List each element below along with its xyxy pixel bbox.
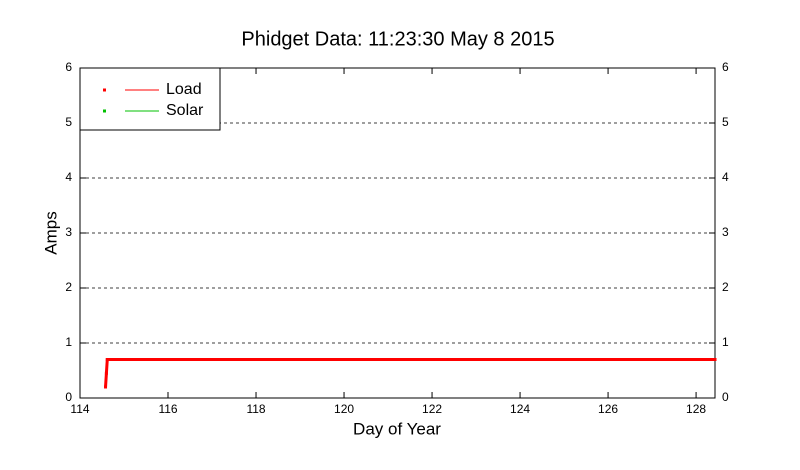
x-axis-label: Day of Year (353, 419, 441, 438)
y-tick-label: 6 (65, 60, 72, 74)
series-point (104, 385, 108, 389)
y2-tick-label: 3 (722, 225, 729, 239)
x-tick-label: 124 (510, 402, 530, 416)
y-tick-label: 2 (65, 280, 72, 294)
y-tick-label: 1 (65, 335, 72, 349)
series-point (713, 358, 717, 361)
y-tick-label: 0 (65, 390, 72, 404)
y2-tick-label: 4 (722, 170, 729, 184)
legend-label: Load (166, 81, 202, 98)
legend-label: Solar (166, 102, 204, 119)
x-tick-label: 122 (422, 402, 442, 416)
x-tick-label: 128 (686, 402, 706, 416)
x-tick-label: 118 (246, 402, 265, 416)
y2-tick-label: 1 (722, 335, 729, 349)
y2-tick-label: 2 (722, 280, 729, 294)
series-line (104, 358, 715, 388)
series-point (105, 358, 109, 361)
legend-box (79, 67, 221, 131)
series-point (104, 371, 108, 375)
x-tick-label: 114 (70, 402, 89, 416)
y-tick-label: 3 (65, 225, 72, 239)
x-tick-label: 126 (598, 402, 618, 416)
x-tick-label: 120 (334, 402, 354, 416)
y-tick-label: 4 (65, 170, 72, 184)
y-tick-label: 5 (65, 115, 72, 129)
y2-tick-label: 6 (722, 60, 729, 74)
y-axis-label: Amps (41, 211, 60, 254)
y2-tick-label: 0 (722, 390, 729, 404)
legend-marker (103, 88, 106, 92)
y2-tick-label: 5 (722, 115, 729, 129)
chart-title: Phidget Data: 11:23:30 May 8 2015 (241, 28, 554, 50)
legend-marker (103, 109, 106, 113)
x-tick-label: 116 (158, 402, 177, 416)
